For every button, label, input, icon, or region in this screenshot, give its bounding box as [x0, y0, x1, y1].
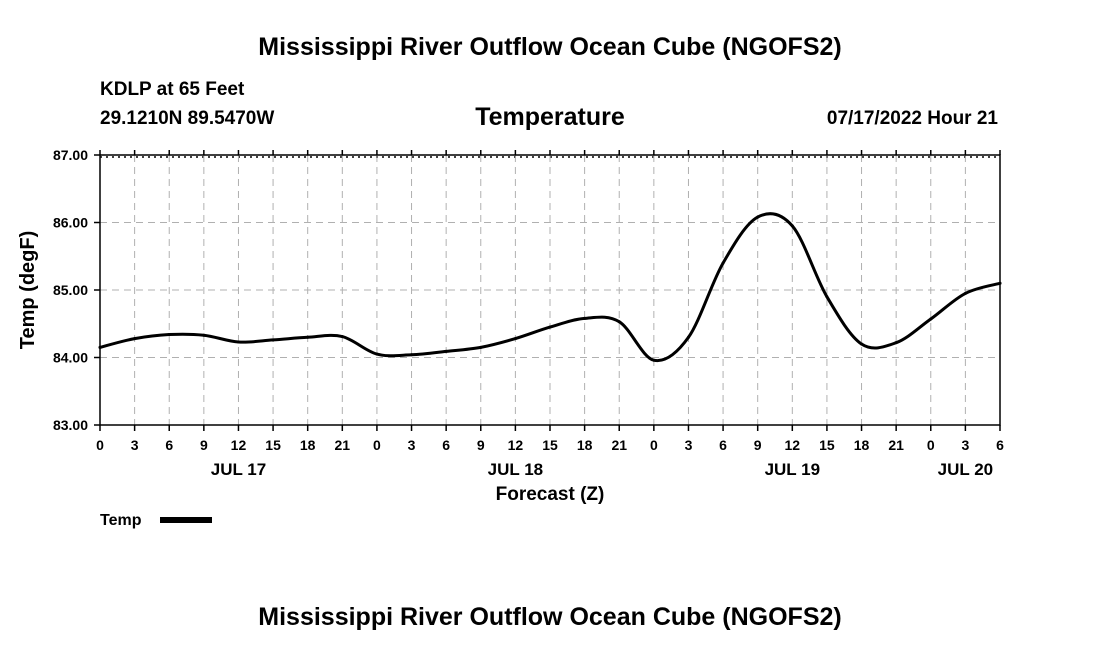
- temp-data-point: [929, 317, 933, 321]
- y-tick-label: 85.00: [53, 282, 88, 298]
- x-tick-label: 6: [719, 437, 727, 453]
- temp-data-point: [894, 341, 898, 345]
- temp-data-point: [998, 281, 1002, 285]
- x-tick-label: 0: [650, 437, 658, 453]
- temp-data-points: [98, 215, 1002, 362]
- temp-data-point: [790, 224, 794, 228]
- temp-data-point: [236, 340, 240, 344]
- y-tick-label: 87.00: [53, 147, 88, 163]
- temp-data-point: [167, 333, 171, 337]
- temp-data-point: [652, 358, 656, 362]
- x-tick-label: 0: [96, 437, 104, 453]
- x-tick-label: 18: [577, 437, 593, 453]
- x-tick-label: 12: [785, 437, 801, 453]
- page-title: Mississippi River Outflow Ocean Cube (NG…: [258, 33, 841, 61]
- legend-swatch: [160, 517, 212, 523]
- x-tick-label: 0: [373, 437, 381, 453]
- temp-data-point: [963, 291, 967, 295]
- temp-data-point: [479, 345, 483, 349]
- temp-data-point: [202, 333, 206, 337]
- x-tick-label: 0: [927, 437, 935, 453]
- x-tick-label: 21: [335, 437, 351, 453]
- x-tick-label: 15: [819, 437, 835, 453]
- x-tick-label: 9: [477, 437, 485, 453]
- station-coordinates: 29.1210N 89.5470W: [100, 108, 274, 129]
- y-axis: 83.00 84.00 85.00 86.00 87.00: [53, 147, 100, 433]
- station-label: KDLP at 65 Feet: [100, 79, 245, 100]
- x-tick-label: 3: [961, 437, 969, 453]
- x-tick-label: 21: [611, 437, 627, 453]
- day-label: JUL 20: [938, 460, 993, 479]
- temp-data-point: [548, 325, 552, 329]
- temp-data-point: [410, 353, 414, 357]
- footer-title: Mississippi River Outflow Ocean Cube (NG…: [258, 603, 841, 631]
- y-tick-label: 84.00: [53, 350, 88, 366]
- x-tick-label: 3: [408, 437, 416, 453]
- x-tick-label: 12: [231, 437, 247, 453]
- x-tick-label: 21: [888, 437, 904, 453]
- temp-data-point: [271, 338, 275, 342]
- temp-data-point: [686, 335, 690, 339]
- x-axis: 0 3 6 9 12 15 18 21 0 3 6 9 12 15 18 21 0 3 6 9 12 15 18 21 0 3 6: [96, 150, 1004, 453]
- temp-data-point: [133, 337, 137, 341]
- y-tick-label: 83.00: [53, 417, 88, 433]
- x-tick-label: 3: [131, 437, 139, 453]
- temp-data-point: [375, 352, 379, 356]
- temp-data-point: [98, 345, 102, 349]
- forecast-datetime: 07/17/2022 Hour 21: [827, 108, 999, 129]
- temp-data-point: [825, 295, 829, 299]
- temp-series-line: [98, 212, 1002, 363]
- x-tick-label: 6: [996, 437, 1004, 453]
- day-label: JUL 18: [488, 460, 543, 479]
- temp-data-point: [306, 335, 310, 339]
- temp-data-point: [860, 342, 864, 346]
- x-tick-label: 9: [200, 437, 208, 453]
- grid-lines: [100, 155, 1000, 425]
- x-tick-label: 12: [508, 437, 524, 453]
- temp-data-point: [617, 320, 621, 324]
- x-tick-label: 9: [754, 437, 762, 453]
- x-tick-label: 15: [542, 437, 558, 453]
- temp-data-point: [513, 337, 517, 341]
- temp-data-point: [340, 335, 344, 339]
- day-label: JUL 17: [211, 460, 266, 479]
- y-tick-label: 86.00: [53, 215, 88, 231]
- y-axis-label: Temp (degF): [17, 231, 39, 350]
- x-tick-label: 18: [854, 437, 870, 453]
- x-tick-label: 3: [685, 437, 693, 453]
- x-tick-label: 6: [165, 437, 173, 453]
- temp-data-point: [583, 316, 587, 320]
- temp-data-point: [756, 215, 760, 219]
- chart-title: Temperature: [475, 103, 625, 131]
- day-label: JUL 19: [765, 460, 820, 479]
- legend-label: Temp: [100, 512, 142, 529]
- x-tick-label: 18: [300, 437, 316, 453]
- temp-data-point: [721, 261, 725, 265]
- temp-data-point: [444, 349, 448, 353]
- day-labels: JUL 17 JUL 18 JUL 19 JUL 20: [211, 460, 993, 479]
- x-tick-label: 15: [265, 437, 281, 453]
- x-axis-label: Forecast (Z): [496, 484, 605, 505]
- x-tick-label: 6: [442, 437, 450, 453]
